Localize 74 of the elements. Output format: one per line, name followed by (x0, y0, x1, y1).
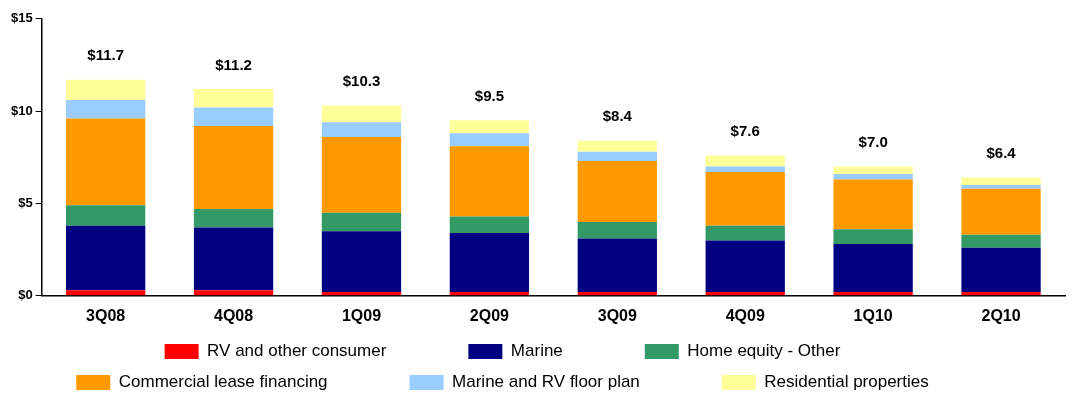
bar (321, 105, 402, 123)
legend-label: Residential properties (764, 372, 997, 392)
y-tick-label: $0 (18, 287, 33, 303)
bar (577, 221, 657, 239)
x-tick-label: 2Q09 (469, 306, 510, 324)
bar (65, 100, 146, 119)
legend-label: Marine (510, 341, 631, 361)
bar (705, 172, 785, 226)
bar (65, 290, 146, 296)
bar (449, 146, 530, 217)
bar (321, 122, 402, 137)
x-tick-label: 3Q08 (86, 306, 126, 324)
bar (65, 79, 146, 101)
bar (961, 177, 1041, 185)
bar (577, 140, 657, 152)
bar (449, 292, 530, 296)
total-label: $8.4 (602, 107, 633, 125)
y-tick-label: $5 (18, 195, 33, 211)
bar (961, 234, 1041, 248)
bar (833, 166, 913, 174)
bar (193, 107, 274, 126)
bar (705, 240, 785, 293)
x-tick-label: 3Q09 (597, 306, 637, 324)
bar (833, 179, 913, 230)
bar (193, 125, 274, 210)
y-tick-label: $15 (10, 10, 33, 26)
bar (65, 225, 146, 291)
x-tick-label: 1Q09 (341, 306, 382, 324)
bar (961, 185, 1041, 189)
bar (961, 188, 1041, 235)
bar (193, 227, 274, 291)
total-label: $10.3 (342, 72, 381, 90)
total-label: $7.0 (858, 133, 888, 151)
bar (705, 292, 785, 296)
bar (577, 238, 657, 293)
bar (321, 231, 402, 293)
bar (961, 292, 1041, 296)
total-label: $11.2 (215, 55, 252, 73)
legend-label: Commercial lease financing (118, 372, 396, 392)
bar (65, 118, 146, 206)
bar (449, 216, 530, 234)
x-tick-label: 2Q10 (981, 306, 1021, 324)
bar (321, 136, 402, 213)
bar (449, 120, 530, 134)
total-label: $9.5 (474, 87, 504, 105)
bar (833, 292, 913, 296)
legend-label: Home equity - Other (687, 341, 909, 361)
bar (193, 88, 274, 108)
bar (833, 244, 913, 293)
bar (833, 173, 913, 180)
bar (961, 247, 1041, 293)
bar (65, 205, 146, 226)
total-label: $6.4 (986, 144, 1017, 162)
x-tick-label: 1Q10 (853, 306, 893, 324)
bar (577, 292, 657, 296)
total-label: $11.7 (87, 46, 125, 64)
bar (577, 160, 657, 222)
legend-label: Marine and RV floor plan (452, 372, 708, 392)
y-tick-label: $10 (10, 102, 33, 118)
bar (705, 155, 785, 167)
x-tick-label: 4Q09 (725, 306, 765, 324)
bar (193, 290, 274, 296)
legend-label: RV and other consumer (207, 341, 455, 361)
x-tick-label: 4Q08 (213, 306, 254, 324)
bar (449, 133, 530, 147)
total-label: $7.6 (730, 122, 760, 140)
bar (321, 292, 402, 296)
bar (577, 151, 657, 161)
bar (321, 212, 402, 232)
bar (705, 166, 785, 173)
bar (705, 225, 785, 241)
bar (833, 229, 913, 245)
bar (449, 233, 530, 293)
bar (193, 209, 274, 228)
